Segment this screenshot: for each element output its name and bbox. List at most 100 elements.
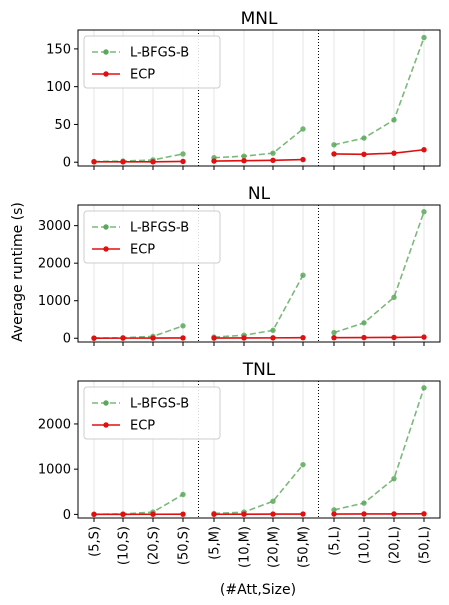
y-tick-label: 2000 [38,417,71,432]
data-point [361,334,367,341]
data-point [391,294,397,301]
plot-frame [77,380,441,519]
x-tick-labels: (5,S) (10,S) (20,S) (50,S) (5,M) (10,M) (20,M)… [88,526,433,568]
y-tick-label: 0 [63,332,71,347]
legend-marker [103,71,109,77]
x-tick-label: (50,S) [177,526,192,565]
data-point [300,334,306,341]
data-point [150,511,156,517]
chart-title: NL [248,184,271,204]
x-tick-label: (10,L) [358,526,373,564]
data-point [361,135,367,141]
y-tick-label: 150 [46,42,71,57]
data-point [91,159,97,165]
data-point [331,142,337,148]
series-line [333,336,425,339]
data-point [300,156,306,163]
y-axis-label: Average runtime (s) [10,202,26,342]
series-line [213,274,304,338]
data-point [270,150,276,156]
data-point [180,335,186,341]
data-point [241,158,247,164]
y-tick-label: 2000 [38,257,71,272]
data-point [150,335,156,341]
data-point [120,335,126,341]
x-tick-label: (50,M) [297,526,312,568]
legend-marker [103,422,109,428]
chart-panel-mnl: MNL 0 50 100 150 L-BFGS-B ECP [46,9,441,171]
data-point [331,511,337,517]
x-tick-label: (50,L) [418,526,433,564]
chart-panel-nl: NL 0 1000 2000 3000 L-BFGS-B ECP [38,184,441,347]
plot-frame [77,204,441,343]
data-point [421,334,427,340]
data-point [331,151,337,157]
x-tick-label: (10,S) [117,526,132,565]
series-ecp [91,511,427,518]
data-point [241,335,247,341]
y-tick-label: 0 [63,508,71,523]
data-point [211,335,217,341]
legend-label: ECP [130,243,155,258]
data-point [391,475,397,482]
series-line [333,148,425,156]
data-point [180,323,186,329]
data-point [300,511,306,517]
legend-label: ECP [130,68,155,83]
x-axis-label: (#Att,Size) [220,582,296,598]
legend-marker [103,224,109,230]
data-point [180,158,186,165]
series-line [93,153,184,163]
legend: L-BFGS-B ECP [83,210,221,264]
data-point [270,157,276,164]
data-point [241,511,247,517]
data-point [180,511,186,517]
data-point [241,153,247,159]
chart-title: MNL [241,9,278,29]
legend-marker [103,49,109,55]
data-point [421,34,427,41]
series-line [213,128,304,159]
legend-label: L-BFGS-B [130,397,189,412]
data-point [91,511,97,518]
data-point [180,151,186,157]
x-tick-label: (5,L) [328,526,343,556]
x-tick-label: (5,M) [208,526,223,560]
legend: L-BFGS-B ECP [83,386,221,440]
x-tick-label: (20,L) [388,526,403,564]
x-tick-label: (10,M) [238,526,253,568]
legend: L-BFGS-B ECP [83,35,221,89]
series-line [93,493,184,516]
y-tick-label: 1000 [38,294,71,309]
data-point [120,159,126,165]
chart-title: TNL [242,360,276,380]
data-point [421,385,427,391]
data-point [91,335,97,341]
data-point [331,329,337,336]
y-tick-label: 0 [63,156,71,171]
data-point [361,151,367,157]
series-line [213,464,304,515]
data-point [331,507,337,513]
data-point [421,511,427,517]
series-ecp [91,334,427,341]
data-point [391,117,397,123]
chart-panel-tnl: TNL 0 1000 2000 L-BFGS-B ECP [38,360,441,523]
series-line [333,37,425,146]
data-point [361,320,367,326]
legend-marker [103,400,109,406]
data-point [211,158,217,164]
data-point [421,147,427,153]
data-point [270,498,276,504]
legend-label: ECP [130,419,155,434]
legend-box [83,35,221,89]
data-point [391,511,397,517]
data-point [361,500,367,506]
x-tick-label: (20,S) [147,526,162,565]
data-point [270,335,276,341]
data-point [421,209,427,215]
y-tick-label: 50 [54,118,71,133]
x-tick-label: (20,M) [267,526,282,568]
data-point [270,327,276,334]
